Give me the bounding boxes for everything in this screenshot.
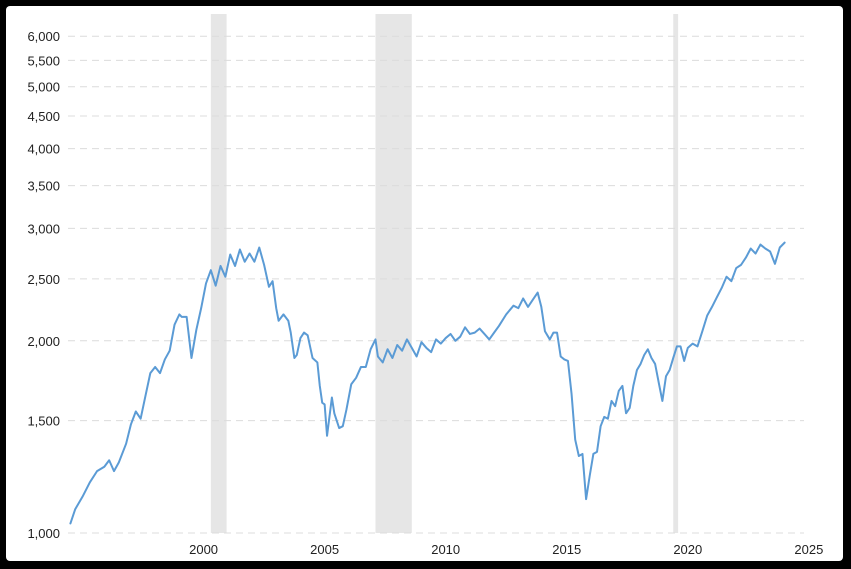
y-tick-label: 5,000 [27, 80, 60, 95]
x-tick-label: 2005 [310, 542, 339, 557]
y-tick-label: 5,500 [27, 53, 60, 68]
y-axis-ticks: 1,000 1,500 2,000 2,500 3,000 3,500 4,000 4,500… [27, 29, 60, 541]
y-tick-label: 4,500 [27, 109, 60, 124]
recession-band-2 [673, 14, 679, 533]
recession-band-1 [375, 14, 412, 533]
x-tick-label: 2010 [431, 542, 460, 557]
line-chart: 1,000 1,500 2,000 2,500 3,000 3,500 4,000 4,500… [27, 14, 823, 557]
y-tick-label: 4,000 [27, 142, 60, 157]
gridlines [68, 35, 804, 534]
series-line-0 [69, 241, 786, 525]
x-tick-label: 2020 [673, 542, 702, 557]
x-tick-label: 2015 [552, 542, 581, 557]
y-tick-label: 1,000 [27, 526, 60, 541]
x-axis-ticks: 2000 2005 2010 2015 2020 2025 [189, 542, 823, 557]
x-tick-label: 2000 [189, 542, 218, 557]
chart-frame: 1,000 1,500 2,000 2,500 3,000 3,500 4,000 4,500… [6, 6, 843, 561]
x-tick-label: 2025 [794, 542, 823, 557]
y-tick-label: 1,500 [27, 414, 60, 429]
y-tick-label: 2,500 [27, 272, 60, 287]
series [69, 241, 786, 525]
y-tick-label: 3,500 [27, 179, 60, 194]
recession-bands [210, 14, 679, 533]
y-tick-label: 2,000 [27, 334, 60, 349]
y-tick-label: 3,000 [27, 221, 60, 236]
y-tick-label: 6,000 [27, 29, 60, 44]
